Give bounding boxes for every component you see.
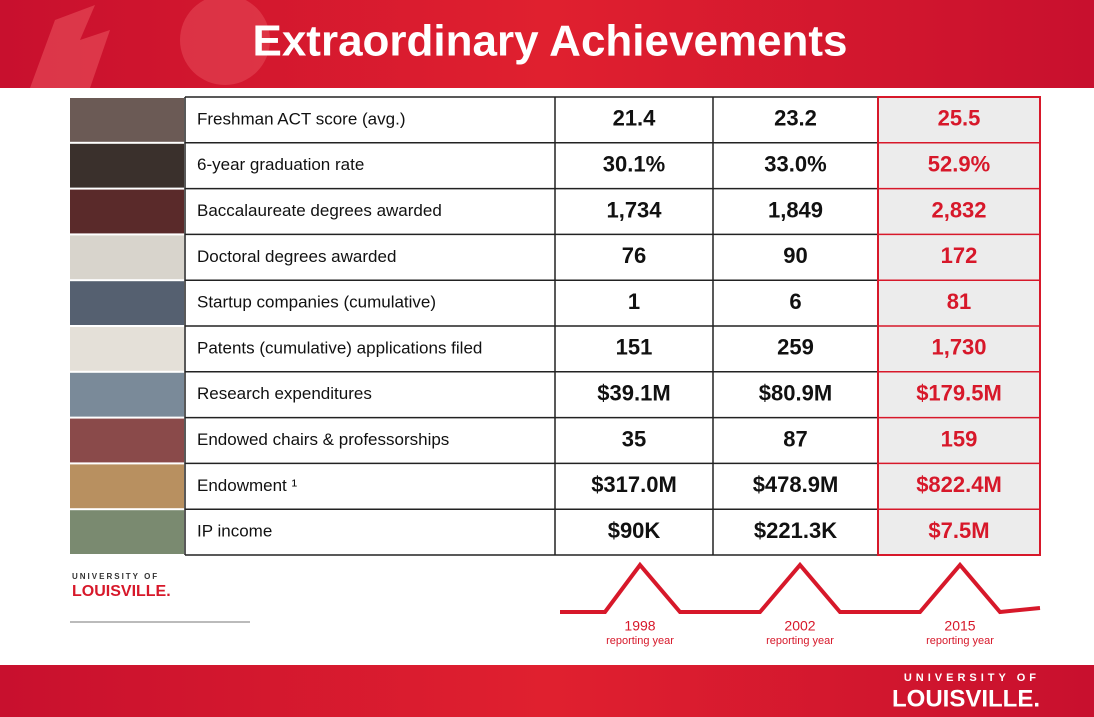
logo-line2: LOUISVILLE. (72, 583, 171, 600)
row-label: Startup companies (cumulative) (197, 293, 436, 312)
cell-value: $7.5M (928, 518, 989, 543)
cell-value: $80.9M (759, 381, 832, 406)
row-label: 6-year graduation rate (197, 155, 364, 174)
row-photo (70, 143, 184, 188)
row-photo (70, 418, 184, 463)
cell-value: $478.9M (753, 472, 839, 497)
row-label: Research expenditures (197, 384, 372, 403)
year-caption: reporting year (766, 635, 834, 647)
row-label: Doctoral degrees awarded (197, 247, 396, 266)
cell-value: 33.0% (764, 152, 826, 177)
cell-value: 35 (622, 426, 646, 451)
row-photo (70, 98, 184, 142)
year-caption: reporting year (926, 635, 994, 647)
cell-value: 25.5 (938, 106, 981, 131)
cell-value: 1 (628, 289, 640, 314)
cell-value: 1,730 (931, 335, 986, 360)
year: 2002 (784, 618, 815, 634)
cell-value: $317.0M (591, 472, 677, 497)
cell-value: 21.4 (613, 106, 657, 131)
row-label: Freshman ACT score (avg.) (197, 109, 405, 128)
banner-decoration (180, 0, 270, 85)
logo-line2: LOUISVILLE. (892, 685, 1040, 712)
table: Freshman ACT score (avg.) 21.4 23.2 25.5 6-y… (70, 96, 1040, 556)
cell-value: 52.9% (928, 152, 990, 177)
cell-value: 90 (783, 243, 807, 268)
title: Extraordinary Achievements (252, 17, 847, 66)
logo-line1: UNIVERSITY OF (72, 572, 159, 581)
timeline (560, 561, 1041, 615)
cell-value: $39.1M (597, 381, 670, 406)
row-label: IP income (197, 522, 272, 541)
cell-value: 1,734 (606, 197, 662, 222)
row-photo (70, 372, 184, 417)
cell-value: 81 (947, 289, 971, 314)
year: 2015 (944, 618, 975, 634)
cell-value: $822.4M (916, 472, 1002, 497)
year-caption: reporting year (606, 635, 674, 647)
row-photo (70, 510, 184, 554)
row-photo (70, 464, 184, 509)
banner-decoration (30, 5, 110, 88)
cell-value: 159 (941, 426, 978, 451)
row-photo (70, 235, 184, 280)
cell-value: 259 (777, 335, 814, 360)
highlight-border (877, 96, 1041, 556)
year: 1998 (624, 618, 655, 634)
row-label: Endowed chairs & professorships (197, 430, 449, 449)
cell-value: 76 (622, 243, 646, 268)
cell-value: $179.5M (916, 381, 1002, 406)
row-label: Patents (cumulative) applications filed (197, 338, 482, 357)
row-photo (70, 281, 184, 325)
cell-value: 2,832 (931, 197, 986, 222)
row-photo (70, 189, 184, 234)
cell-value: 6 (789, 289, 801, 314)
row-label: Endowment ¹ (197, 476, 297, 495)
row-photo (70, 327, 184, 371)
bottom-banner (0, 665, 1094, 717)
cell-value: $221.3K (754, 518, 837, 543)
cell-value: 87 (783, 426, 807, 451)
cell-value: 172 (941, 243, 978, 268)
cell-value: 30.1% (603, 152, 665, 177)
cell-value: 1,849 (768, 197, 823, 222)
cell-value: 151 (616, 335, 653, 360)
cell-value: 23.2 (774, 106, 817, 131)
logo-line1: UNIVERSITY OF (904, 672, 1040, 684)
cell-value: $90K (608, 518, 661, 543)
row-label: Baccalaureate degrees awarded (197, 201, 442, 220)
